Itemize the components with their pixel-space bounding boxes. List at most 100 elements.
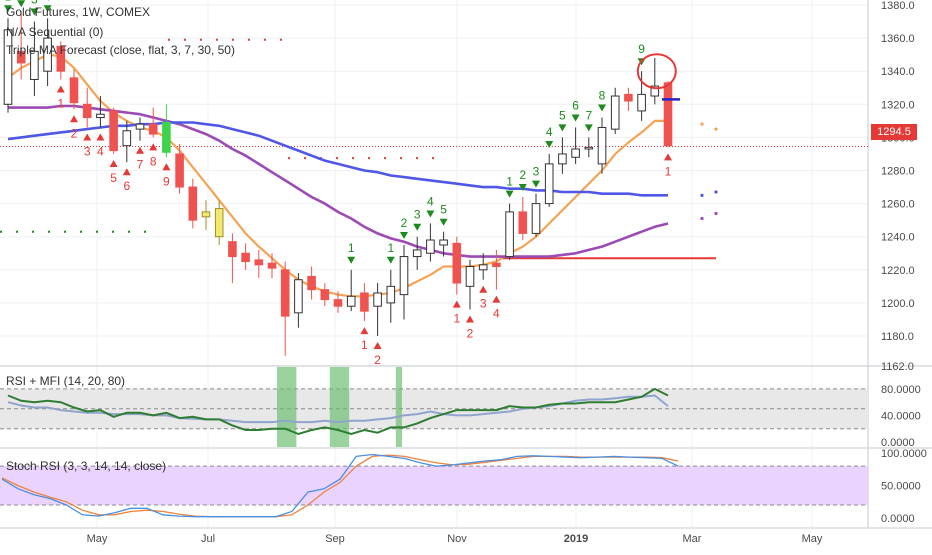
candle-body	[148, 123, 158, 135]
sequential-count-label: 3	[480, 297, 487, 311]
candle-body	[280, 269, 290, 317]
time-axis-label: May	[87, 533, 108, 545]
count-arrow-up	[664, 153, 672, 161]
sequential-count-label: 4	[493, 307, 500, 321]
time-axis-label: Jul	[201, 533, 215, 545]
count-arrow-down	[347, 256, 356, 264]
sequential-count-label: 5	[559, 108, 566, 122]
candle-body	[109, 110, 118, 152]
sequential-count-label: 7	[137, 158, 144, 172]
sequential-count-label: 3	[533, 165, 540, 179]
ma-line-ma-50	[7, 121, 668, 197]
price-axis-label: 1280.0	[881, 166, 915, 178]
oversold-highlight	[329, 367, 350, 447]
count-arrow-up	[162, 163, 171, 171]
candle-body	[96, 113, 105, 119]
candle-body	[228, 241, 237, 258]
stoch-axis-label: 0.0000	[881, 513, 915, 525]
sequential-count-label: 1	[348, 241, 355, 255]
count-arrow-down	[571, 114, 580, 122]
time-axis-label: Nov	[447, 533, 467, 545]
price-axis-label: 1320.0	[881, 99, 915, 111]
stoch-band-fill	[0, 466, 868, 506]
stoch-line-d	[1, 454, 679, 518]
oversold-highlight	[395, 367, 402, 447]
sequential-count-label: 6	[572, 98, 579, 112]
count-arrow-up	[109, 159, 118, 167]
price-axis-label: 1162.0	[881, 361, 914, 373]
candle-body	[254, 259, 264, 266]
count-arrow-down	[584, 124, 593, 132]
count-arrow-down	[43, 5, 52, 13]
candle-body	[386, 285, 396, 304]
count-arrow-up	[492, 295, 501, 303]
price-axis-label: 1260.0	[881, 199, 915, 211]
chart-title: Gold Futures, 1W, COMEX	[6, 5, 151, 19]
ma-line-ma-3	[7, 53, 668, 298]
candle-body	[346, 295, 356, 307]
count-arrow-up	[83, 133, 92, 141]
price-axis: 1380.01360.01340.01320.01300.01280.01260…	[881, 0, 915, 373]
candle-body	[16, 50, 26, 64]
sequential-count-label: 9	[163, 174, 170, 188]
count-arrow-down	[17, 0, 26, 8]
candle-body	[214, 208, 224, 238]
count-arrow-up	[56, 85, 65, 93]
count-arrow-up	[452, 300, 461, 308]
count-arrow-down	[400, 231, 408, 239]
sequential-count-label: 3	[414, 208, 421, 222]
rsi-axis-label: 40.0000	[881, 410, 921, 422]
rsi-mfi-pane: 80.0000 40.0000 0.0000	[0, 367, 921, 449]
sequential-count-label: 2	[467, 327, 474, 341]
count-arrow-down	[30, 8, 39, 16]
sequential-count-label: 2	[374, 353, 381, 367]
candle-body	[426, 239, 435, 254]
candle-body	[478, 264, 488, 271]
sequential-count-label: 4	[44, 0, 51, 3]
count-arrow-down	[505, 190, 514, 198]
count-arrow-up	[122, 168, 131, 176]
stoch-rsi-pane: 100.0000 50.0000 0.0000	[0, 448, 927, 525]
count-arrow-down	[545, 140, 554, 148]
sequential-counts: 12341234567891121234512341234567891	[4, 0, 672, 367]
count-arrow-down	[413, 223, 422, 231]
candle-body	[307, 275, 316, 291]
candle-body	[188, 186, 198, 221]
count-arrow-down	[386, 256, 395, 264]
candle-body	[637, 93, 646, 112]
price-axis-label: 1240.0	[881, 232, 915, 244]
candle-body	[650, 85, 660, 97]
candle-body	[43, 37, 52, 72]
sequential-count-label: 9	[638, 42, 645, 56]
grid	[0, 0, 868, 528]
indicator-line-rsi	[7, 387, 669, 436]
triple-ma-legend: Triple MA Forecast (close, flat, 3, 7, 3…	[6, 43, 235, 57]
candle-body	[439, 239, 448, 246]
price-axis-label: 1340.0	[881, 66, 915, 78]
forecast-dot	[714, 211, 718, 216]
last-price-label: 1294.5	[871, 124, 917, 140]
candle-body	[373, 292, 382, 307]
candle-body	[162, 122, 171, 153]
candle-body	[531, 203, 541, 234]
count-arrow-down	[4, 5, 12, 13]
candle-body	[399, 256, 409, 296]
sequential-count-label: 4	[427, 194, 434, 208]
forecast-dot	[700, 122, 704, 126]
count-arrow-up	[466, 315, 474, 323]
candle-body	[663, 82, 673, 147]
candle-body	[584, 146, 594, 150]
time-axis-label: 2019	[564, 533, 588, 545]
candle-body	[333, 299, 343, 307]
candle-body	[175, 153, 184, 188]
candle-body	[82, 103, 92, 119]
candle-body	[412, 249, 422, 258]
count-arrow-up	[479, 285, 488, 293]
count-arrow-up	[373, 342, 382, 349]
sequential-count-label: 2	[71, 126, 78, 140]
rsi-mfi-legend: RSI + MFI (14, 20, 80)	[6, 374, 126, 388]
price-axis-label: 1360.0	[881, 33, 915, 45]
ma-line-ma-30	[8, 104, 669, 258]
